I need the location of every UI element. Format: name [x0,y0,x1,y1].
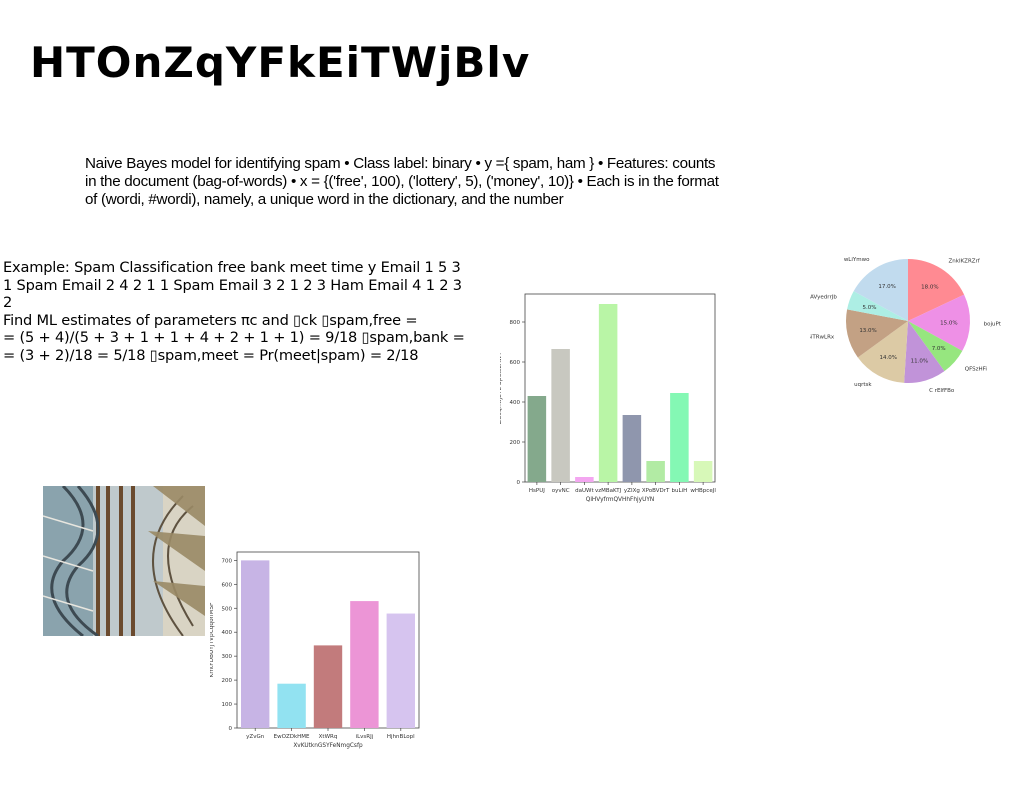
x-tick-label: buLiH [672,488,688,494]
y-tick-label: 700 [222,558,233,564]
x-tick-label: oyvNC [552,488,570,494]
pie-percent-label: 17.0% [878,284,895,290]
y-tick-label: 500 [222,606,233,612]
y-tick-label: 0 [229,726,233,732]
y-tick-label: 200 [222,678,233,684]
pie-slice [908,259,965,321]
bar [350,601,379,728]
pie-percent-label: 13.0% [859,328,876,334]
y-tick-label: 600 [222,582,233,588]
pie-label: C rEIfFBo [929,388,955,394]
example-line: 1 Spam Email 2 4 2 1 1 Spam Email 3 2 1 … [3,276,462,312]
pie-chart: 18.0% ZnkIKZRZrf 15.0% bojuPt 7.0% QFSzHFi 11.… [806,232,1010,422]
pie-percent-label: 11.0% [911,358,928,364]
example-line: = (5 + 4)/(5 + 3 + 1 + 1 + 4 + 2 + 1 + 1… [3,329,465,346]
x-tick-label: XtWRq [319,734,338,740]
bar [313,645,343,728]
pie-label: lSiTRwLRx [810,335,835,341]
y-tick-label: 100 [222,702,233,708]
bar [670,393,689,482]
pie-percent-label: 18.0% [921,284,938,290]
pie-slice [846,309,908,358]
example-line: Find ML estimates of parameters πc and ▯… [3,311,418,329]
bar [575,477,594,482]
pie-label: AVyedrrJb [810,295,837,301]
bar [693,461,713,482]
pie-slice [904,321,945,383]
pie-slice [857,321,908,383]
bar [551,349,570,482]
x-tick-label: wHBpceJl [690,488,716,494]
y-tick-label: 400 [222,630,233,636]
pie-label: uqrtsk [854,382,872,388]
bar [646,461,665,482]
plot-frame [524,293,716,483]
y-tick-label: 600 [510,360,521,366]
spiral-staircase-photo [43,486,205,636]
example-line: Example: Spam Classification free bank m… [3,259,461,276]
example-line: = (3 + 2)/18 = 5/18 ▯spam,meet = Pr(meet… [3,346,419,364]
x-tick-label: iLvsRJj [356,734,374,740]
pie-slice [847,291,908,321]
pie-slice [908,321,963,372]
x-tick-label: HjhnBLopl [387,734,415,740]
x-tick-label: yZvGn [246,734,265,740]
y-tick-label: 0 [517,480,521,486]
y-tick-label: 200 [510,440,521,446]
pie-percent-label: 5.0% [863,305,877,311]
pie-label: QFSzHFi [965,367,988,373]
bar [527,396,547,482]
x-tick-label: EwOZDkHME [274,734,310,740]
bar [386,613,415,728]
x-tick-label: daUWt [575,488,594,494]
bar [622,415,642,482]
pie-percent-label: 15.0% [940,320,957,326]
bar [277,683,306,728]
x-tick-label: XPoBVDrT [642,488,670,494]
bar-chart-2: 0 100 200 300 400 500 600 700 yZvGn EwOZDkHME XtWR… [209,548,425,758]
pie-percent-label: 14.0% [880,355,897,361]
bar [241,560,270,728]
y-axis-label: ZOsQnwJbTL UpClsERWY [500,352,503,424]
bar-chart-1: 0 200 400 600 800 HsPUJ oyvNC daUWt vzMBaKTJ yZIX… [497,290,725,510]
bar-chart-2-svg: 0 100 200 300 400 500 600 700 yZvGn EwOZDkHME XtWR… [209,551,420,749]
bar-chart-1-svg: 0 200 400 600 800 HsPUJ oyvNC daUWt vzMBaKTJ yZIX… [497,293,716,503]
y-axis-label: KmtFDBUYJTVpCqqonMSP [210,602,215,677]
y-tick-label: 400 [510,400,521,406]
x-tick-label: vzMBaKTJ [595,488,622,494]
pie-chart-svg: 18.0% ZnkIKZRZrf 15.0% bojuPt 7.0% QFSzHFi 11.… [806,257,1002,394]
pie-label: ZnkIKZRZrf [949,258,981,264]
pie-slice [853,259,908,321]
bar [598,304,618,482]
pie-slice [908,294,970,351]
x-tick-label: HsPUJ [529,488,545,494]
example-text-block: Example: Spam Classification free bank m… [3,259,473,364]
slide-title: HTOnZqYFkEiTWjBlv [30,38,531,87]
pie-percent-label: 7.0% [932,346,946,352]
naive-bayes-paragraph: Naive Bayes model for identifying spam •… [85,155,719,208]
pie-label: wLiYmwo [844,257,870,263]
y-tick-label: 800 [510,320,521,326]
y-tick-label: 300 [222,654,233,660]
pie-label: bojuPt [984,321,1002,327]
x-axis-label: XvKUtknGSYFeNmgCsfp [293,743,363,749]
x-axis-label: QiHVyfrmQVHhFhjyUYN [586,497,654,503]
x-tick-label: yZIXg [624,488,640,494]
